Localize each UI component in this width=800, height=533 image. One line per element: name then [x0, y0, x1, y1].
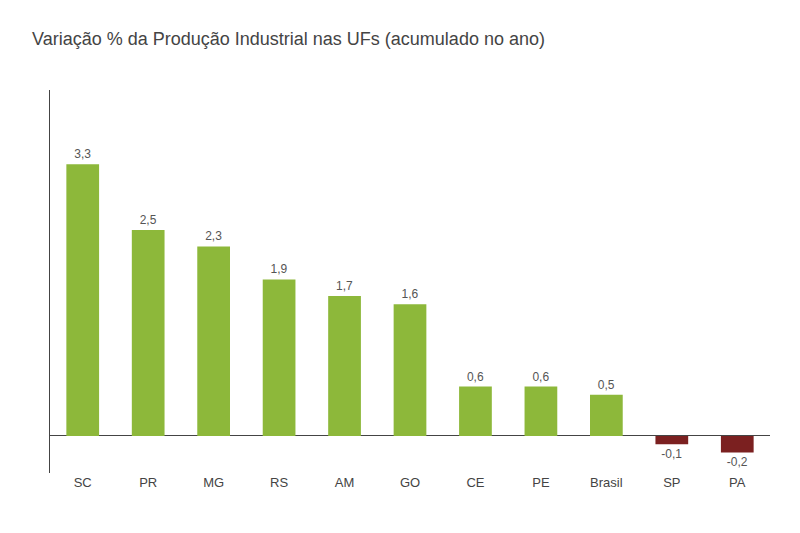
svg-text:0,6: 0,6	[532, 370, 549, 384]
svg-text:0,5: 0,5	[598, 378, 615, 392]
svg-text:3,3: 3,3	[74, 147, 91, 161]
svg-text:SC: SC	[74, 475, 92, 490]
svg-text:Variação % da Produção Industr: Variação % da Produção Industrial nas UF…	[32, 29, 545, 49]
svg-text:-0,2: -0,2	[727, 455, 748, 469]
svg-text:1,9: 1,9	[271, 262, 288, 276]
svg-text:MG: MG	[203, 475, 224, 490]
svg-text:1,7: 1,7	[336, 279, 353, 293]
svg-text:PE: PE	[532, 475, 550, 490]
svg-text:GO: GO	[400, 475, 420, 490]
svg-text:-0,1: -0,1	[661, 447, 682, 461]
svg-text:CE: CE	[466, 475, 484, 490]
svg-text:SP: SP	[663, 475, 680, 490]
svg-text:2,3: 2,3	[205, 229, 222, 243]
svg-text:2,5: 2,5	[140, 213, 157, 227]
svg-text:PA: PA	[729, 475, 746, 490]
svg-text:0,6: 0,6	[467, 370, 484, 384]
svg-text:RS: RS	[270, 475, 288, 490]
svg-text:Brasil: Brasil	[590, 475, 623, 490]
svg-text:1,6: 1,6	[401, 287, 418, 301]
svg-text:AM: AM	[335, 475, 355, 490]
svg-text:PR: PR	[139, 475, 157, 490]
